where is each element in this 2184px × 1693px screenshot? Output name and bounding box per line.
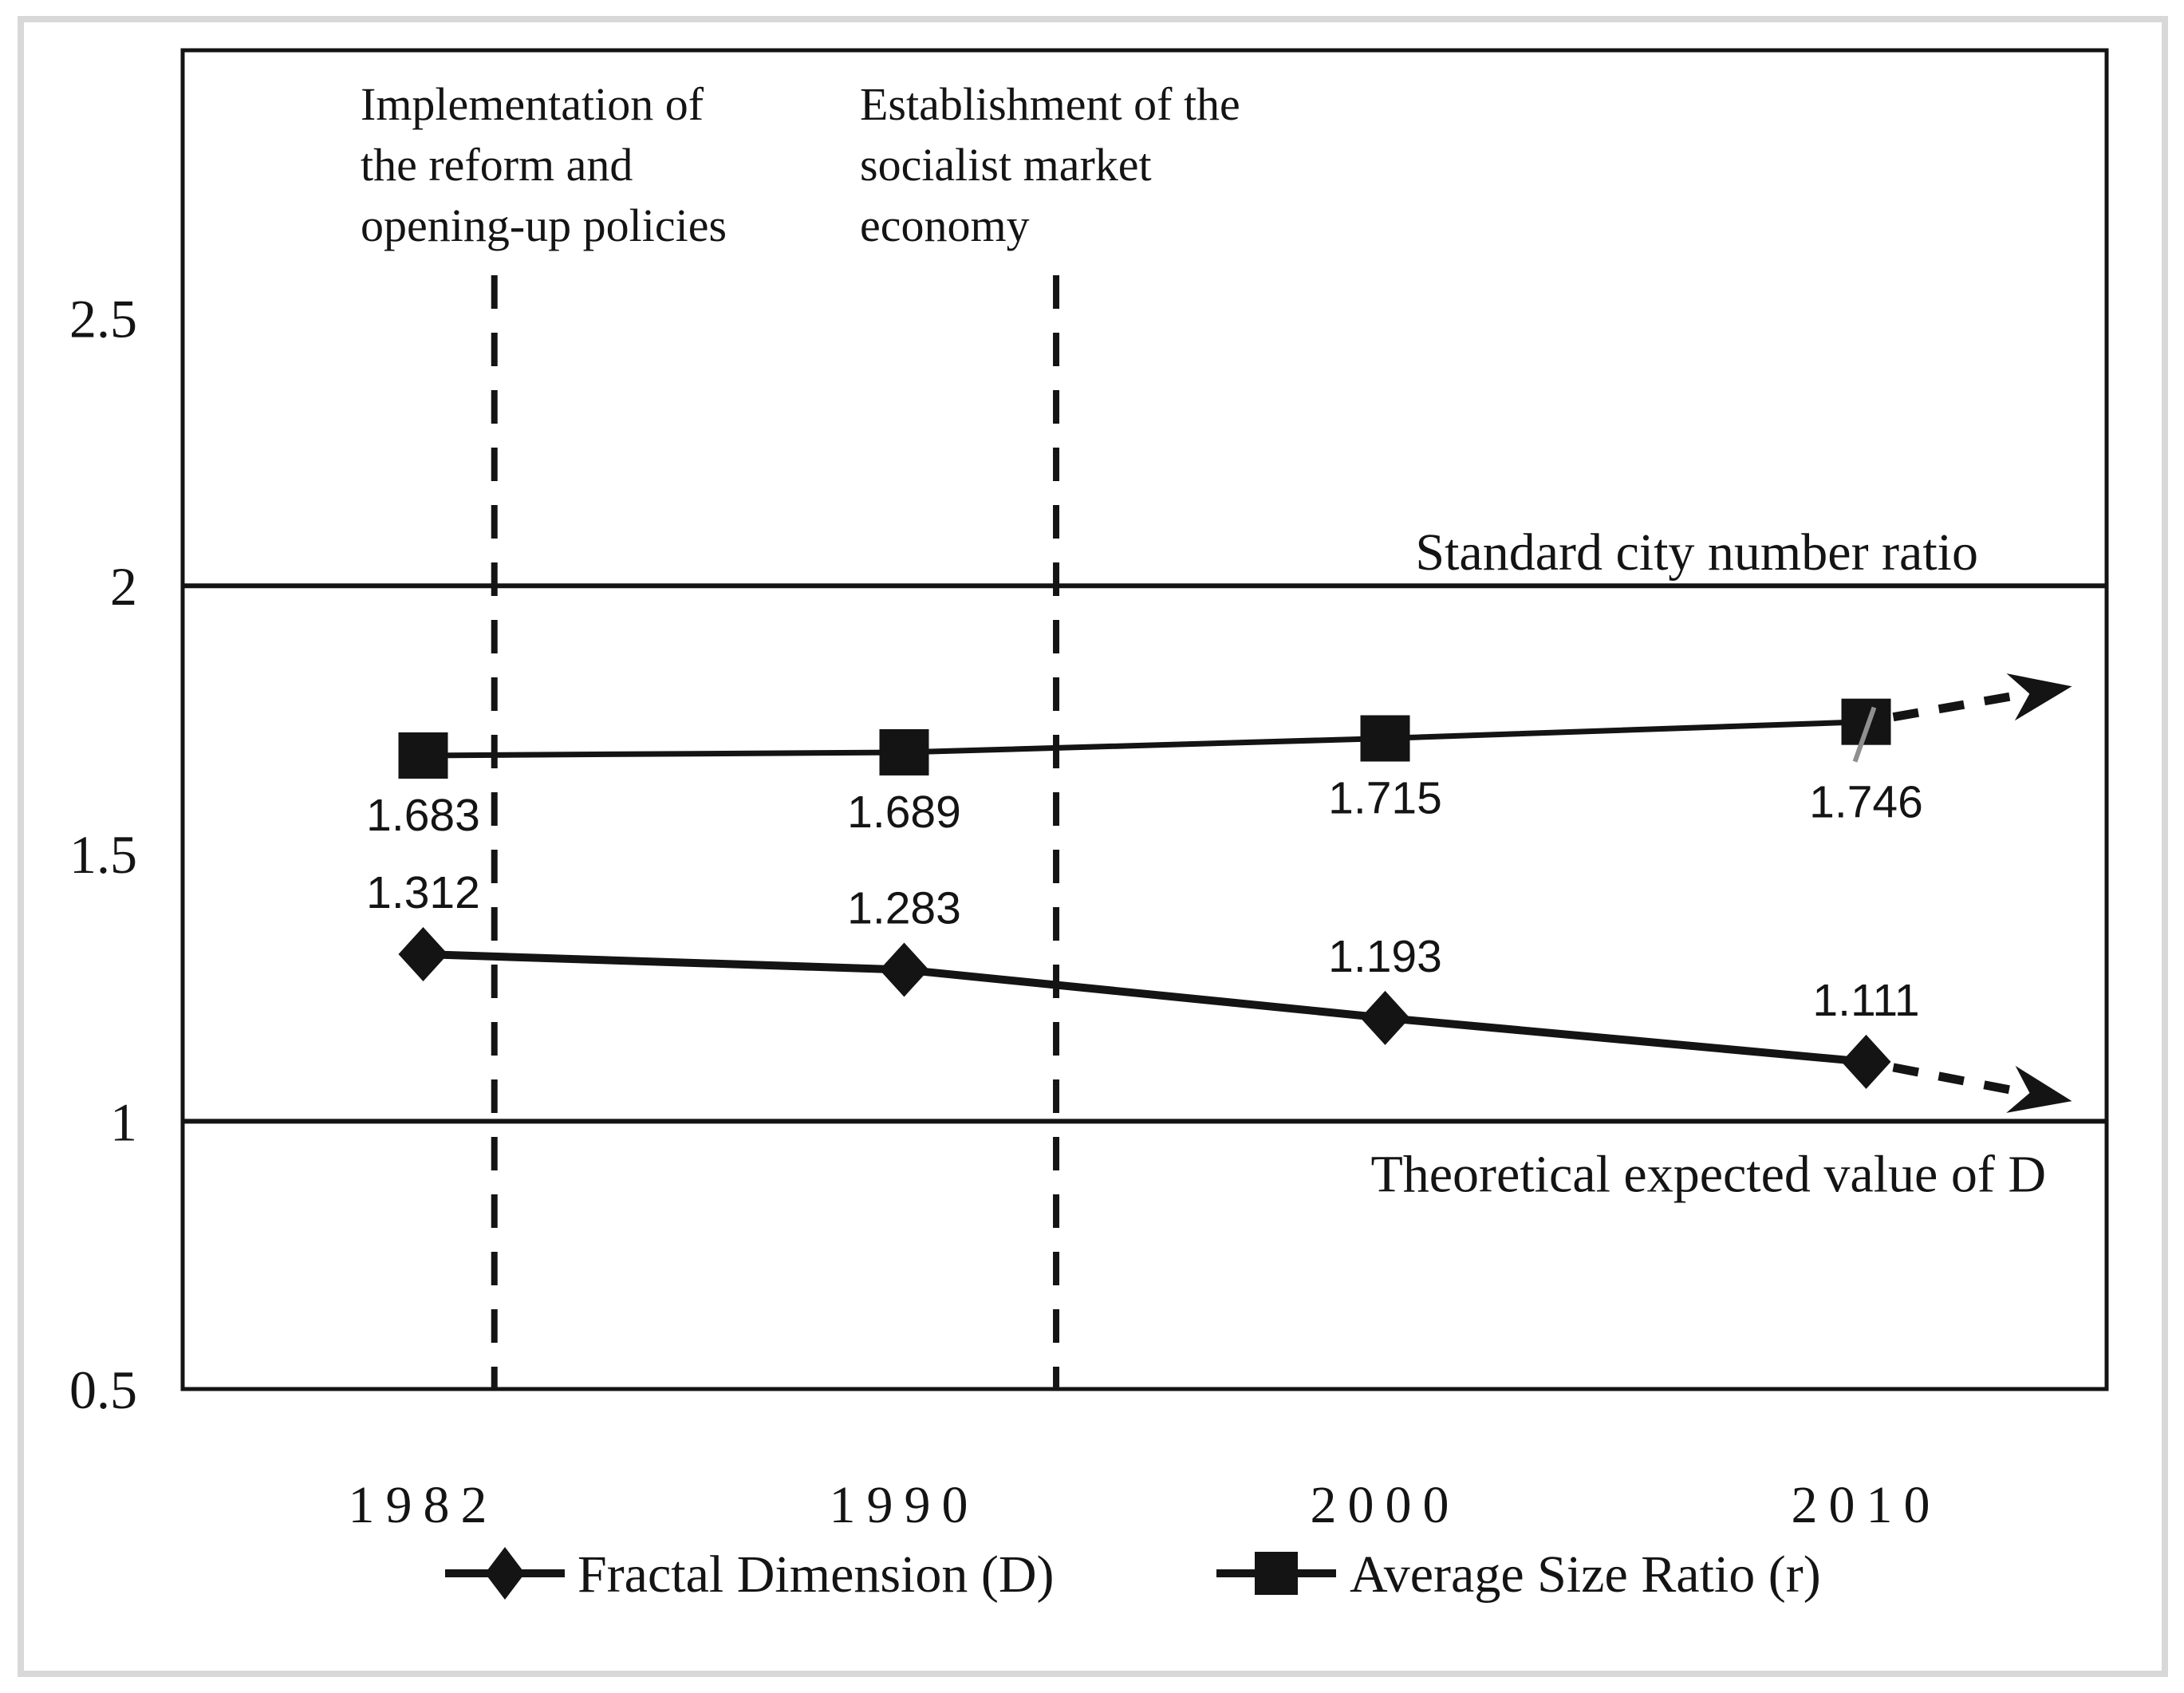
data-label: 1.111 bbox=[1812, 975, 1919, 1026]
marker-square bbox=[879, 728, 929, 775]
reference-line-label: Standard city number ratio bbox=[1415, 523, 1978, 582]
data-label: 1.283 bbox=[847, 882, 961, 933]
data-label: 1.715 bbox=[1328, 772, 1442, 823]
x-axis-tick-label: 1990 bbox=[830, 1476, 980, 1534]
trend-arrow bbox=[1892, 689, 2032, 722]
legend-label: Fractal Dimension (D) bbox=[578, 1545, 1055, 1604]
legend-marker-diamond-icon bbox=[485, 1547, 525, 1600]
legend-marker-square-icon bbox=[1255, 1552, 1298, 1595]
event-annotation-line: opening-up policies bbox=[361, 199, 727, 251]
arrowhead-icon bbox=[2006, 673, 2072, 721]
marker-diamond bbox=[1841, 1034, 1891, 1089]
y-axis-tick-label: 1 bbox=[110, 1091, 137, 1152]
figure-border-frame bbox=[18, 16, 2168, 1677]
marker-square bbox=[1360, 715, 1410, 762]
trend-arrow bbox=[1892, 1063, 2032, 1099]
y-axis-tick-label: 0.5 bbox=[69, 1360, 137, 1420]
x-axis-tick-label: 1982 bbox=[349, 1476, 499, 1534]
y-axis-tick-label: 1.5 bbox=[69, 824, 137, 885]
label-leader-line bbox=[1852, 706, 1877, 763]
y-axis-tick-label: 2.5 bbox=[69, 289, 137, 349]
data-label: 1.746 bbox=[1809, 777, 1923, 828]
legend-item: Average Size Ratio (r) bbox=[1216, 1545, 1821, 1604]
y-axis-tick-label: 2 bbox=[110, 556, 137, 617]
plot-border bbox=[180, 48, 2109, 1391]
legend-item: Fractal Dimension (D) bbox=[445, 1545, 1055, 1604]
data-label: 1.312 bbox=[366, 867, 480, 918]
data-label: 1.683 bbox=[366, 790, 480, 841]
event-annotation-line: the reform and bbox=[361, 139, 633, 191]
x-axis-tick-label: 2010 bbox=[1792, 1476, 1942, 1534]
marker-diamond bbox=[398, 926, 448, 981]
marker-diamond bbox=[879, 942, 929, 997]
arrowhead-icon bbox=[2006, 1065, 2072, 1113]
series-line-fractal-dimension bbox=[423, 949, 1867, 1066]
event-annotation-line: economy bbox=[860, 199, 1030, 251]
data-label: 1.193 bbox=[1328, 931, 1442, 982]
marker-square bbox=[398, 732, 448, 779]
marker-diamond bbox=[1360, 990, 1410, 1045]
event-annotation-line: socialist market bbox=[860, 139, 1152, 191]
x-axis-tick-label: 2000 bbox=[1311, 1476, 1461, 1534]
reference-line-label: Theoretical expected value of D bbox=[1370, 1145, 2046, 1203]
event-annotation-line: Establishment of the bbox=[860, 78, 1240, 130]
marker-square bbox=[1841, 698, 1891, 745]
series-line-average-size-ratio bbox=[423, 719, 1867, 759]
legend-label: Average Size Ratio (r) bbox=[1350, 1545, 1821, 1604]
data-label: 1.689 bbox=[847, 787, 961, 838]
event-annotation-line: Implementation of bbox=[361, 78, 704, 130]
